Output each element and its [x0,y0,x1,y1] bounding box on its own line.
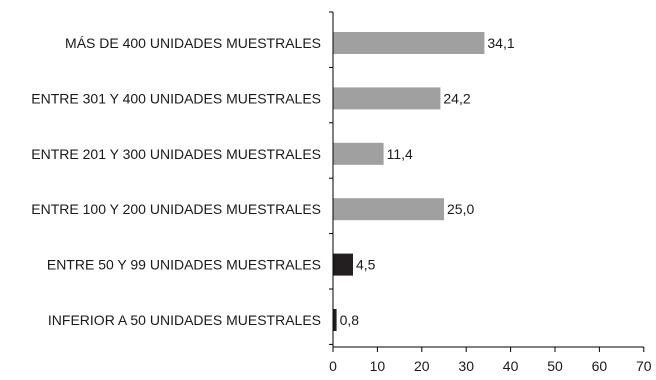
bar-0 [333,32,485,54]
category-label: MÁS DE 400 UNIDADES MUESTRALES [65,35,321,51]
bar-5 [333,309,337,331]
category-label: ENTRE 201 Y 300 UNIDADES MUESTRALES [31,146,321,162]
x-tick-label: 10 [370,358,386,374]
category-label: ENTRE 100 Y 200 UNIDADES MUESTRALES [31,201,321,217]
data-label: 0,8 [340,312,360,328]
category-label: INFERIOR A 50 UNIDADES MUESTRALES [48,312,321,328]
bar-4 [333,253,353,276]
data-label: 24,2 [443,90,470,106]
x-tick-label: 20 [414,358,430,374]
category-label: ENTRE 50 Y 99 UNIDADES MUESTRALES [47,257,321,273]
bars-layer [333,32,485,331]
x-tick-label: 50 [547,358,563,374]
category-label: ENTRE 301 Y 400 UNIDADES MUESTRALES [31,90,321,106]
bar-1 [333,87,441,110]
bar-2 [333,142,384,165]
data-label: 25,0 [447,201,474,217]
bar-3 [333,198,444,221]
data-label: 11,4 [387,146,413,162]
labels-layer: MÁS DE 400 UNIDADES MUESTRALES 34,1 ENTRE … [31,35,515,328]
x-tick-label: 40 [503,358,519,374]
data-label: 34,1 [487,35,514,51]
x-axis-ticks: 0 10 20 30 40 50 60 70 [329,11,652,374]
data-label: 4,5 [356,257,376,273]
x-tick-label: 30 [458,358,474,374]
x-tick-label: 70 [636,358,652,374]
x-tick-label: 0 [329,358,337,374]
x-tick-label: 60 [592,358,608,374]
